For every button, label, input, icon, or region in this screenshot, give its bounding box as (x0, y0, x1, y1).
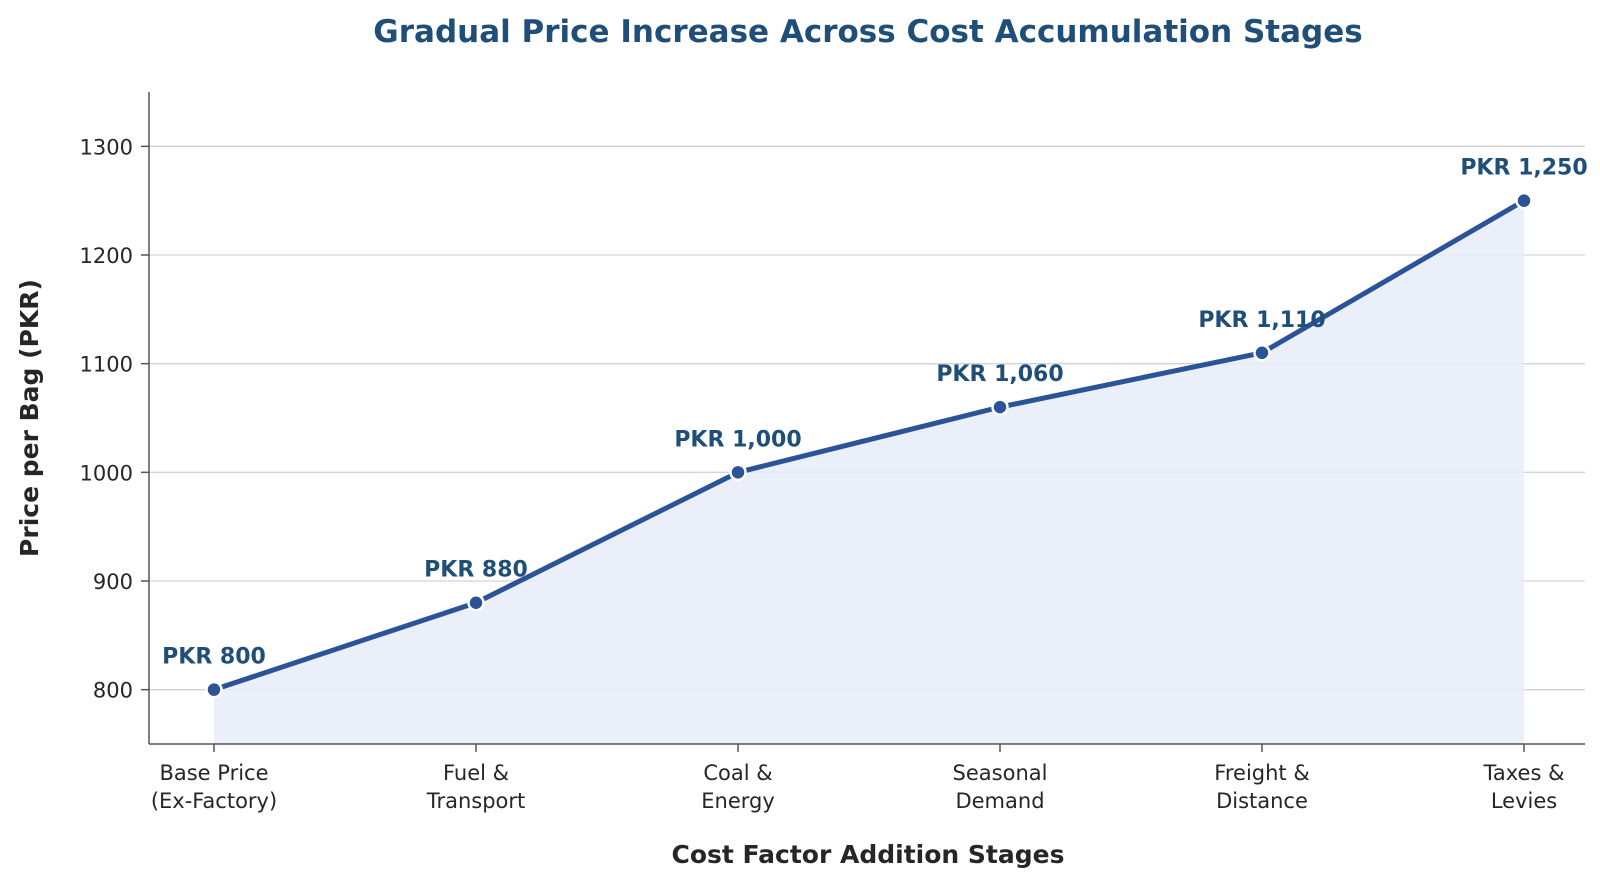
x-ticks: Base Price (Ex-Factory) Fuel & Transport Coa… (151, 744, 1565, 813)
x-tick-label: Base Price (159, 761, 268, 785)
area-fill (214, 200, 1524, 744)
data-point (1515, 191, 1533, 210)
data-label: PKR 1,250 (1460, 156, 1587, 181)
x-tick-label: Coal & (703, 761, 772, 785)
x-axis-label: Cost Factor Addition Stages (672, 840, 1065, 869)
data-point (1253, 344, 1271, 362)
data-label: PKR 1,060 (936, 362, 1063, 387)
x-tick-label: Demand (955, 789, 1044, 813)
y-tick-label: 1100 (80, 353, 133, 377)
data-label: PKR 1,000 (674, 427, 801, 452)
data-points (205, 191, 1533, 699)
x-tick-label: Seasonal (953, 761, 1048, 785)
x-tick-label: Fuel & (443, 761, 509, 785)
x-tick-label: Taxes & (1483, 761, 1565, 785)
data-label: PKR 800 (162, 645, 266, 670)
x-tick-label: Freight & (1214, 761, 1309, 785)
y-tick-label: 1300 (80, 135, 133, 159)
data-label: PKR 880 (424, 558, 528, 583)
data-labels: PKR 800 PKR 880 PKR 1,000 PKR 1,060 PKR 1,11… (162, 156, 1588, 670)
x-tick-label: Energy (701, 789, 775, 813)
data-point (729, 463, 747, 482)
data-label: PKR 1,110 (1198, 308, 1325, 333)
y-ticks: 800 900 1000 1100 1200 1300 (80, 135, 149, 703)
x-tick-label: Transport (426, 789, 526, 813)
data-point (467, 593, 485, 612)
x-tick-label: Distance (1216, 789, 1308, 813)
data-point (205, 680, 223, 699)
x-tick-label: (Ex-Factory) (151, 789, 277, 813)
data-point (991, 398, 1009, 416)
y-axis-label: Price per Bag (PKR) (15, 279, 44, 557)
y-tick-label: 900 (93, 570, 133, 594)
y-tick-label: 800 (93, 679, 133, 703)
y-tick-label: 1200 (80, 244, 133, 268)
chart-title: Gradual Price Increase Across Cost Accum… (373, 14, 1362, 50)
series-line (211, 198, 1527, 693)
y-tick-label: 1000 (80, 461, 133, 485)
x-tick-label: Levies (1491, 789, 1557, 813)
